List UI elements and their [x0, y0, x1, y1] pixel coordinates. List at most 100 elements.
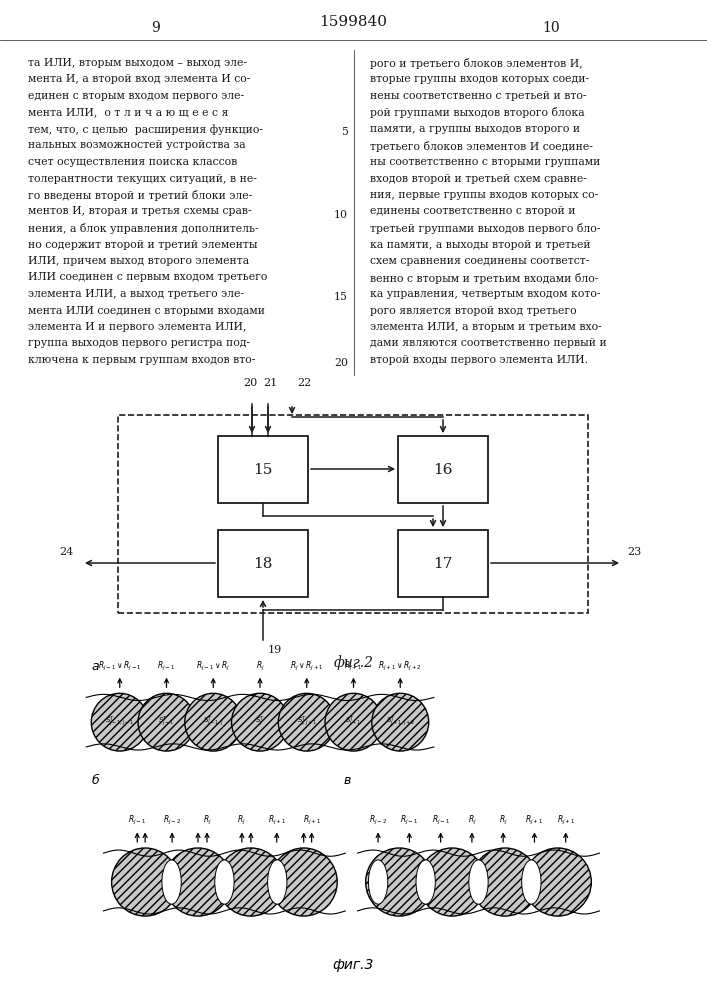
Text: рой группами выходов второго блока: рой группами выходов второго блока	[370, 107, 585, 118]
Text: схем сравнения соединены соответст-: схем сравнения соединены соответст-	[370, 256, 590, 266]
Text: $S^T_{j-1,j-1}$: $S^T_{j-1,j-1}$	[105, 715, 134, 729]
Text: ка управления, четвертым входом кото-: ка управления, четвертым входом кото-	[370, 289, 600, 299]
Text: го введены второй и третий блоки эле-: го введены второй и третий блоки эле-	[28, 190, 252, 201]
Text: ка памяти, а выходы второй и третьей: ка памяти, а выходы второй и третьей	[370, 239, 590, 249]
Text: рого и третьего блоков элементов И,: рого и третьего блоков элементов И,	[370, 58, 583, 69]
Text: $R_{j-1}$: $R_{j-1}$	[400, 814, 419, 827]
Text: $R_{j-2}$: $R_{j-2}$	[369, 814, 387, 827]
Text: 10: 10	[334, 210, 348, 220]
Text: $R_{j-1}\vee R_j$: $R_{j-1}\vee R_j$	[196, 660, 230, 673]
Text: ны соответственно с вторыми группами: ны соответственно с вторыми группами	[370, 157, 600, 167]
Text: счет осуществления поиска классов: счет осуществления поиска классов	[28, 157, 238, 167]
Text: 20: 20	[334, 358, 348, 368]
Text: $R_{j+1}$: $R_{j+1}$	[303, 814, 321, 827]
Text: 20: 20	[243, 378, 257, 388]
Text: ключена к первым группам входов вто-: ключена к первым группам входов вто-	[28, 355, 255, 365]
Bar	[118, 415, 588, 613]
Text: второй входы первого элемента ИЛИ.: второй входы первого элемента ИЛИ.	[370, 355, 588, 365]
Text: $R_{j+1}$: $R_{j+1}$	[556, 814, 575, 827]
Text: группа выходов первого регистра под-: группа выходов первого регистра под-	[28, 338, 250, 349]
Text: 22: 22	[297, 378, 311, 388]
Text: ментов И, вторая и третья схемы срав-: ментов И, вторая и третья схемы срав-	[28, 207, 252, 217]
Text: рого является второй вход третьего: рого является второй вход третьего	[370, 306, 577, 316]
Text: $S^T_{j+1}$: $S^T_{j+1}$	[345, 715, 362, 729]
Text: нены соответственно с третьей и вто-: нены соответственно с третьей и вто-	[370, 91, 587, 101]
Text: 24: 24	[60, 547, 74, 557]
Text: 17: 17	[433, 556, 452, 570]
Text: $R_{j+1}$: $R_{j+1}$	[344, 660, 363, 673]
Circle shape	[525, 848, 591, 916]
Bar	[398, 530, 488, 597]
Text: а: а	[91, 660, 99, 673]
Text: $R_{j-1}$: $R_{j-1}$	[431, 814, 450, 827]
Text: та ИЛИ, вторым выходом – выход эле-: та ИЛИ, вторым выходом – выход эле-	[28, 58, 247, 68]
Text: но содержит второй и третий элементы: но содержит второй и третий элементы	[28, 239, 257, 249]
Text: $R_{j+1}$: $R_{j+1}$	[525, 814, 544, 827]
Text: 18: 18	[253, 556, 273, 570]
Bar	[218, 436, 308, 503]
Text: $R_j$: $R_j$	[256, 660, 264, 673]
Text: 16: 16	[433, 462, 452, 477]
Text: 10: 10	[543, 21, 560, 35]
Text: третьего блоков элементов И соедине-: третьего блоков элементов И соедине-	[370, 140, 593, 151]
Circle shape	[232, 693, 288, 751]
Text: $R_{j-1}$: $R_{j-1}$	[128, 814, 146, 827]
Circle shape	[185, 693, 242, 751]
Text: тем, что, с целью  расширения функцио-: тем, что, с целью расширения функцио-	[28, 124, 263, 135]
Ellipse shape	[522, 860, 541, 904]
Text: мента И, а второй вход элемента И со-: мента И, а второй вход элемента И со-	[28, 75, 250, 85]
Text: памяти, а группы выходов второго и: памяти, а группы выходов второго и	[370, 124, 580, 134]
Text: толерантности текущих ситуаций, в не-: толерантности текущих ситуаций, в не-	[28, 174, 257, 184]
Text: 15: 15	[253, 462, 273, 477]
Text: $R_{j+1}$: $R_{j+1}$	[268, 814, 286, 827]
Text: 21: 21	[263, 378, 277, 388]
Text: 5: 5	[341, 127, 348, 137]
Text: $R_{j+1}\vee R_{j+2}$: $R_{j+1}\vee R_{j+2}$	[378, 660, 422, 673]
Text: $S^T_{j-1,j}$: $S^T_{j-1,j}$	[203, 715, 223, 729]
Text: $R_j$: $R_j$	[498, 814, 508, 827]
Circle shape	[270, 848, 337, 916]
Text: $R_{j-1}\vee R_{j-1}$: $R_{j-1}\vee R_{j-1}$	[98, 660, 141, 673]
Text: элемента И и первого элемента ИЛИ,: элемента И и первого элемента ИЛИ,	[28, 322, 247, 332]
Text: 9: 9	[151, 21, 160, 35]
Text: мента ИЛИ,  о т л и ч а ю щ е е с я: мента ИЛИ, о т л и ч а ю щ е е с я	[28, 107, 228, 117]
Text: $R_j\vee R_{j+1}$: $R_j\vee R_{j+1}$	[290, 660, 324, 673]
Text: $S^T_{j-1}$: $S^T_{j-1}$	[158, 715, 175, 729]
Text: $R_{j-2}$: $R_{j-2}$	[163, 814, 181, 827]
Text: в: в	[344, 774, 351, 787]
Ellipse shape	[469, 860, 488, 904]
Ellipse shape	[268, 860, 287, 904]
Text: $S^T_j$: $S^T_j$	[255, 715, 265, 729]
Text: $R_j$: $R_j$	[467, 814, 477, 827]
Ellipse shape	[215, 860, 234, 904]
Text: единен с вторым входом первого эле-: единен с вторым входом первого эле-	[28, 91, 244, 101]
Text: 19: 19	[268, 645, 282, 655]
Circle shape	[217, 848, 284, 916]
Ellipse shape	[162, 860, 181, 904]
Text: фиг.2: фиг.2	[334, 655, 374, 670]
Text: элемента ИЛИ, а вторым и третьим вхо-: элемента ИЛИ, а вторым и третьим вхо-	[370, 322, 602, 332]
Text: б: б	[91, 774, 99, 787]
Text: мента ИЛИ соединен с вторыми входами: мента ИЛИ соединен с вторыми входами	[28, 306, 265, 316]
Text: $R_j$: $R_j$	[203, 814, 211, 827]
Text: $R_j$: $R_j$	[238, 814, 246, 827]
Text: нальных возможностей устройства за: нальных возможностей устройства за	[28, 140, 245, 150]
Circle shape	[112, 848, 179, 916]
Text: нения, а блок управления дополнитель-: нения, а блок управления дополнитель-	[28, 223, 259, 234]
Text: ния, первые группы входов которых со-: ния, первые группы входов которых со-	[370, 190, 598, 200]
Text: 1599840: 1599840	[320, 15, 387, 29]
Text: венно с вторым и третьим входами бло-: венно с вторым и третьим входами бло-	[370, 272, 598, 284]
Ellipse shape	[416, 860, 436, 904]
Circle shape	[165, 848, 232, 916]
Bar	[398, 436, 488, 503]
Circle shape	[91, 693, 148, 751]
Text: ИЛИ соединен с первым входом третьего: ИЛИ соединен с первым входом третьего	[28, 272, 267, 282]
Circle shape	[279, 693, 335, 751]
Text: $R_{j-1}$: $R_{j-1}$	[158, 660, 175, 673]
Circle shape	[366, 848, 433, 916]
Ellipse shape	[368, 860, 387, 904]
Circle shape	[472, 848, 539, 916]
Text: $S^T_{j,j+1}$: $S^T_{j,j+1}$	[297, 715, 317, 729]
Text: 15: 15	[334, 292, 348, 302]
Text: вторые группы входов которых соеди-: вторые группы входов которых соеди-	[370, 75, 589, 85]
